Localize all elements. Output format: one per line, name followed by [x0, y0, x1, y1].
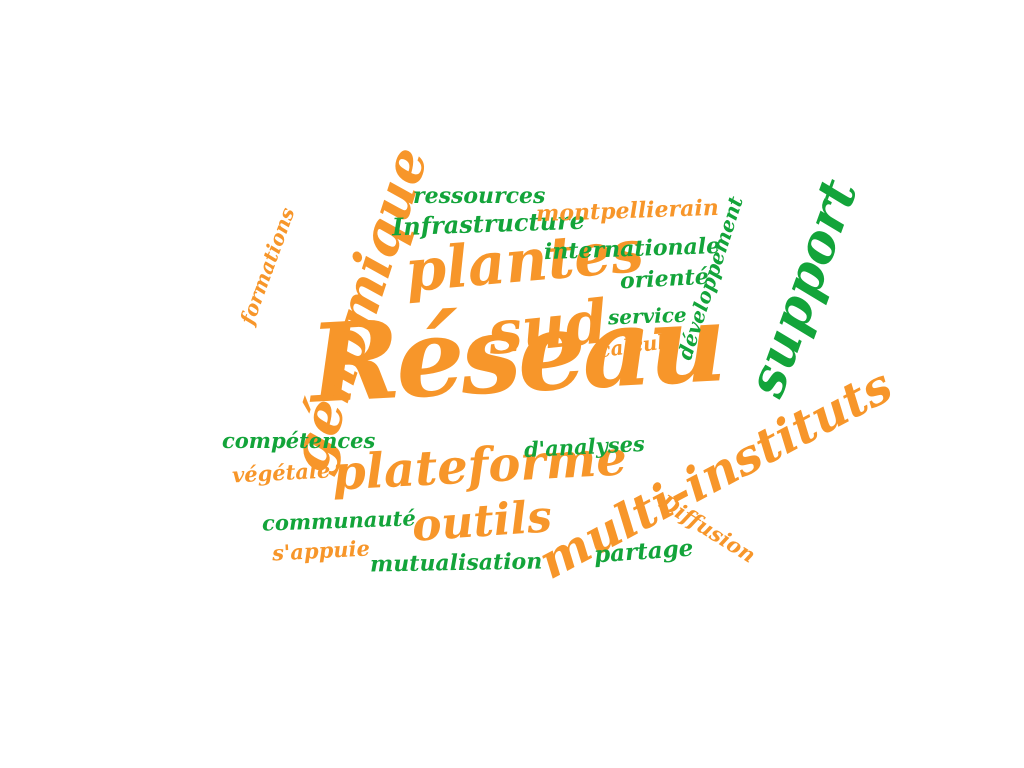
word-s-appuie: s'appuie: [271, 535, 371, 566]
word-ressources: ressources: [413, 183, 546, 209]
word-competences: compétences: [222, 428, 376, 453]
word-outils: outils: [410, 491, 554, 552]
word-service: service: [607, 302, 688, 330]
word-vegetale: végétale: [231, 457, 331, 488]
word-mutualisation: mutualisation: [369, 548, 543, 578]
word-d-analyses: d'analyses: [523, 430, 646, 463]
word-partage: partage: [593, 534, 695, 569]
word-support: support: [735, 171, 870, 405]
word-communaute: communauté: [261, 505, 417, 536]
word-internationale: internationale: [543, 232, 721, 266]
word-sud: sud: [484, 286, 611, 370]
word-montpellierain: montpellierain: [535, 194, 720, 228]
word-formations: formations: [235, 204, 300, 328]
